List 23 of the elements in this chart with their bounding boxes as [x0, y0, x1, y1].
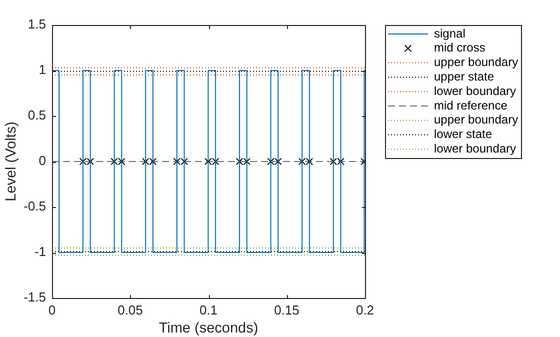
y-tick-label: -1	[34, 244, 46, 260]
x-tick-label: 0	[48, 302, 56, 318]
y-tick-label: 1	[38, 62, 46, 78]
y-tick-label: -1.5	[24, 290, 46, 305]
y-tick-label: -0.5	[24, 198, 46, 214]
legend-label: lower state	[434, 127, 492, 142]
x-tick-label: 0.2	[356, 302, 374, 318]
y-tick-label: 0	[38, 153, 46, 168]
x-tick-label: 0.15	[274, 302, 300, 318]
y-tick-label: 0.5	[28, 108, 46, 123]
legend-label: mid cross	[434, 40, 486, 55]
y-axis-title: Level (Volts)	[4, 122, 20, 202]
legend-label: upper boundary	[434, 112, 518, 127]
x-axis-title: Time (seconds)	[158, 320, 258, 336]
y-tick-label: 1.5	[28, 16, 46, 32]
legend-label: lower boundary	[434, 142, 516, 156]
legend-label: upper boundary	[434, 55, 518, 70]
legend-label: mid reference	[434, 98, 508, 112]
x-tick-label: 0.1	[199, 302, 218, 318]
legend-label: signal	[434, 26, 466, 40]
legend-label: upper state	[434, 70, 494, 84]
x-tick-label: 0.05	[118, 302, 143, 318]
legend-label: lower boundary	[434, 84, 516, 98]
